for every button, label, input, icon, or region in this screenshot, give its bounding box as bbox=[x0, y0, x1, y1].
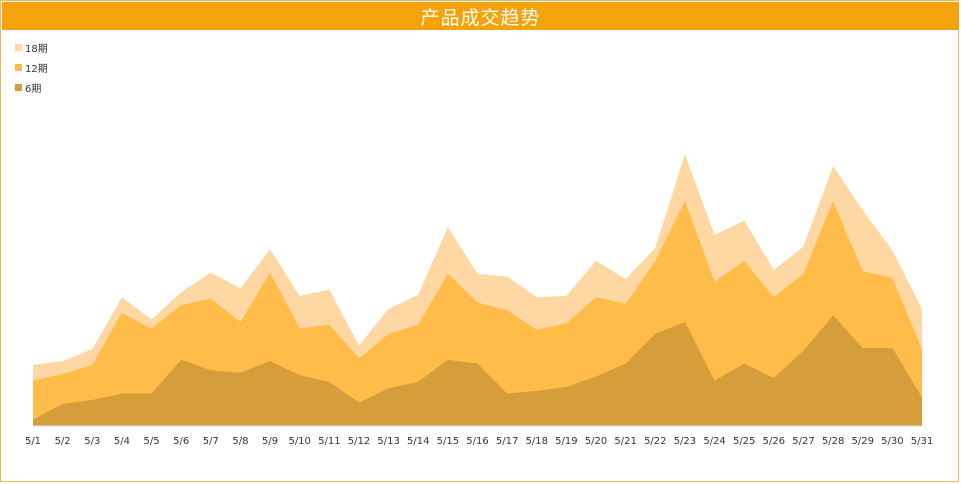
x-tick-label: 5/11 bbox=[318, 436, 340, 447]
x-tick-label: 5/1 bbox=[25, 436, 41, 447]
x-tick-label: 5/19 bbox=[555, 436, 577, 447]
x-tick-label: 5/8 bbox=[232, 436, 248, 447]
x-tick-label: 5/13 bbox=[377, 436, 399, 447]
x-tick-label: 5/20 bbox=[585, 436, 607, 447]
legend-item: 18期 bbox=[15, 37, 48, 57]
legend-label: 18期 bbox=[25, 43, 48, 55]
legend-swatch bbox=[15, 63, 22, 71]
legend-item: 6期 bbox=[15, 77, 48, 97]
x-tick-label: 5/30 bbox=[881, 436, 903, 447]
legend-swatch bbox=[15, 43, 22, 51]
x-tick-label: 5/15 bbox=[437, 436, 459, 447]
x-tick-label: 5/27 bbox=[792, 436, 814, 447]
legend: 18期 12期 6期 bbox=[15, 37, 48, 97]
x-tick-label: 5/3 bbox=[84, 436, 100, 447]
x-tick-label: 5/5 bbox=[143, 436, 159, 447]
x-tick-label: 5/9 bbox=[262, 436, 278, 447]
x-tick-label: 5/16 bbox=[466, 436, 488, 447]
x-tick-label: 5/29 bbox=[851, 436, 873, 447]
x-tick-label: 5/18 bbox=[526, 436, 548, 447]
x-tick-label: 5/17 bbox=[496, 436, 518, 447]
x-tick-label: 5/6 bbox=[173, 436, 189, 447]
x-tick-label: 5/4 bbox=[114, 436, 130, 447]
x-tick-label: 5/25 bbox=[733, 436, 755, 447]
x-tick-label: 5/24 bbox=[703, 436, 725, 447]
x-tick-label: 5/10 bbox=[288, 436, 310, 447]
legend-label: 6期 bbox=[25, 83, 42, 95]
x-tick-label: 5/26 bbox=[763, 436, 785, 447]
x-tick-label: 5/14 bbox=[407, 436, 429, 447]
x-tick-label: 5/28 bbox=[822, 436, 844, 447]
x-tick-label: 5/31 bbox=[911, 436, 933, 447]
area-series-0 bbox=[33, 315, 922, 426]
x-tick-label: 5/7 bbox=[203, 436, 219, 447]
x-tick-label: 5/23 bbox=[674, 436, 696, 447]
x-tick-label: 5/2 bbox=[55, 436, 71, 447]
legend-swatch bbox=[15, 83, 22, 91]
x-tick-label: 5/21 bbox=[614, 436, 636, 447]
legend-item: 12期 bbox=[15, 57, 48, 77]
x-tick-label: 5/22 bbox=[644, 436, 666, 447]
legend-label: 12期 bbox=[25, 63, 48, 75]
x-tick-label: 5/12 bbox=[348, 436, 370, 447]
chart-title: 产品成交趋势 bbox=[2, 2, 959, 30]
